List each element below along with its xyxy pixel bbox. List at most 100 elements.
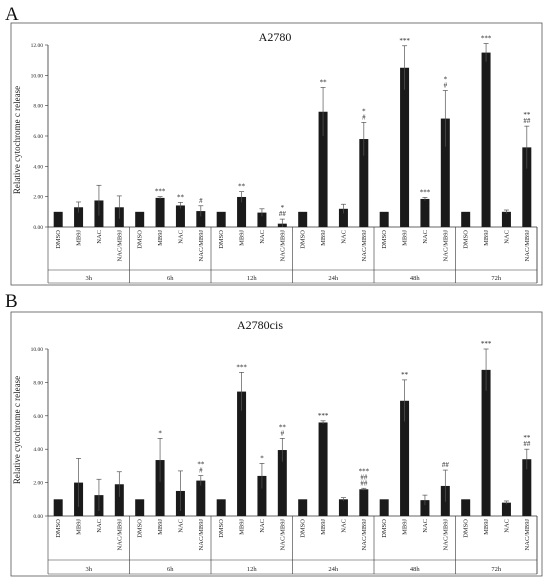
bar [379, 499, 389, 516]
significance-marker: ** [279, 423, 287, 431]
significance-marker: *** [359, 467, 370, 475]
bar [481, 52, 491, 228]
treatment-label: NAC/MB9J [116, 230, 123, 262]
treatment-label: NAC [96, 519, 103, 533]
treatment-label: NAC/MB9J [116, 519, 123, 551]
bar [318, 422, 328, 516]
bar [175, 205, 185, 227]
bar [359, 139, 369, 227]
bar [420, 500, 430, 516]
treatment-label: NAC [259, 230, 266, 244]
treatment-label: MB9J [483, 230, 490, 246]
treatment-label: NAC/MB9J [361, 230, 368, 262]
bar [237, 391, 247, 516]
panel-a-ylabel: Relative cytochrome c release [12, 86, 22, 194]
treatment-label: DMSO [137, 230, 144, 249]
treatment-label: DMSO [381, 230, 388, 249]
significance-marker: ## [279, 210, 287, 218]
group-label: 6h [167, 566, 174, 573]
bar [216, 499, 226, 516]
panel-a-plot: 3h DMSO MB9J NAC NAC/MB9J 6h DMSO *** MB9J ** NAC #… [47, 34, 538, 284]
bar [338, 499, 348, 516]
treatment-label: MB9J [483, 519, 490, 535]
panel-a-title: A2780 [259, 30, 292, 44]
y-tick-label: 0.00 [33, 514, 43, 520]
bar [237, 196, 247, 227]
treatment-label: MB9J [76, 519, 83, 535]
y-tick-label: 10.00 [31, 73, 44, 79]
bar [338, 208, 348, 227]
bar [155, 460, 165, 516]
group-label: 3h [86, 566, 93, 573]
group-label: 48h [410, 275, 421, 282]
treatment-label: NAC/MB9J [524, 519, 531, 551]
group-label: 48h [410, 566, 421, 573]
treatment-label: NAC [503, 519, 510, 533]
group-label: 72h [491, 275, 502, 282]
significance-marker: * [260, 454, 264, 462]
treatment-label: MB9J [402, 519, 409, 535]
significance-marker: *** [420, 188, 431, 196]
panel-b: B A2780cis Relative cytochrome c release… [5, 291, 543, 577]
treatment-label: MB9J [320, 230, 327, 246]
significance-marker: *** [481, 34, 492, 42]
significance-marker: # [199, 467, 203, 475]
treatment-label: DMSO [218, 230, 225, 249]
treatment-label: MB9J [157, 519, 164, 535]
y-tick-label: 10.00 [31, 347, 44, 353]
treatment-label: NAC/MB9J [442, 519, 449, 551]
treatment-label: NAC/MB9J [361, 519, 368, 551]
significance-marker: *** [236, 363, 247, 371]
y-tick-label: 6.00 [33, 414, 43, 420]
significance-marker: ## [523, 440, 531, 448]
bar [53, 499, 63, 516]
group-label: 6h [167, 275, 174, 282]
bar [318, 111, 328, 227]
treatment-label: MB9J [320, 519, 327, 535]
panel-b-y-ticks: 0.00 2.00 4.00 6.00 8.00 10.00 [31, 347, 48, 520]
treatment-label: NAC/MB9J [442, 230, 449, 262]
significance-marker: # [444, 82, 448, 90]
treatment-label: NAC [340, 519, 347, 533]
bar [461, 211, 471, 227]
treatment-label: DMSO [463, 519, 470, 538]
group-label: 72h [491, 566, 502, 573]
group-label: 24h [328, 275, 339, 282]
y-tick-label: 8.00 [33, 380, 43, 386]
bar [196, 211, 206, 227]
bar [196, 480, 206, 516]
bar [298, 211, 308, 227]
treatment-label: NAC/MB9J [279, 230, 286, 262]
significance-marker: *** [318, 412, 329, 420]
bar [155, 197, 165, 227]
bar [74, 207, 84, 227]
significance-marker: ** [320, 78, 328, 86]
bar [359, 489, 369, 516]
treatment-label: NAC [259, 519, 266, 533]
group-label: 3h [86, 275, 93, 282]
group-label: 24h [328, 566, 339, 573]
y-tick-label: 2.00 [33, 195, 43, 201]
treatment-label: NAC [503, 230, 510, 244]
bar [440, 118, 450, 227]
panel-a-label: A [5, 4, 19, 25]
y-tick-label: 6.00 [33, 134, 43, 140]
bar [522, 147, 532, 227]
panel-a: A A2780 Relative cytochrome c release 0.… [5, 4, 543, 286]
treatment-label: NAC [422, 519, 429, 533]
significance-marker: ## [442, 461, 450, 469]
bar [379, 211, 389, 227]
treatment-label: NAC/MB9J [198, 230, 205, 262]
significance-marker: # [362, 113, 366, 121]
significance-marker: * [158, 429, 162, 437]
group-label: 12h [247, 275, 258, 282]
panel-a-frame [10, 22, 543, 286]
significance-marker: ** [197, 461, 205, 469]
significance-marker: * [444, 76, 448, 84]
bar [257, 475, 267, 516]
treatment-label: NAC/MB9J [198, 519, 205, 551]
significance-marker: ** [401, 371, 409, 379]
significance-marker: # [281, 429, 285, 437]
bar [501, 502, 511, 516]
